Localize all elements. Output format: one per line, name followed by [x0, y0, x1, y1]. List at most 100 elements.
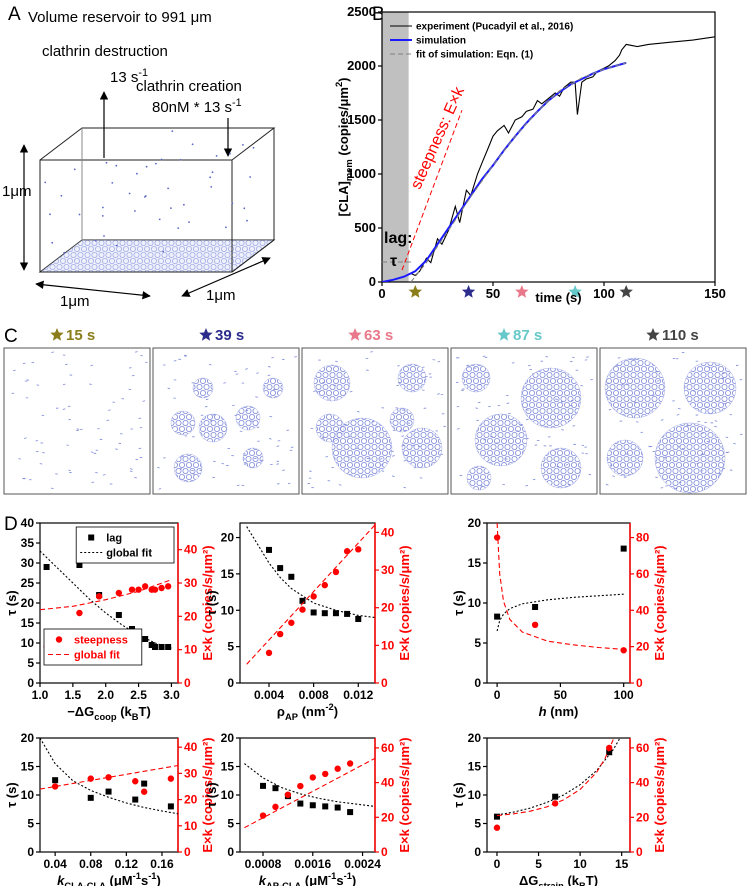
y-tick-label: 15	[468, 760, 482, 774]
data-point	[158, 584, 165, 592]
monomer	[586, 356, 589, 358]
label-part: B	[132, 712, 139, 722]
data-point	[531, 621, 539, 629]
label-part: (μM	[106, 873, 133, 886]
y2-tick-label: 40	[636, 603, 650, 617]
data-point	[297, 800, 304, 807]
data-point	[164, 583, 172, 590]
label-part: ρ	[277, 704, 285, 719]
monomer	[68, 418, 72, 421]
data-point	[51, 783, 59, 790]
x-tick-label: 100	[614, 688, 634, 702]
monomer	[167, 387, 171, 390]
chart: 0 5 10 15 0 5 10 15 20 0 20 40 60 ΔGstrain (kBT) τ (s)…	[451, 731, 667, 886]
monomer	[584, 446, 588, 448]
legend-label: lag	[106, 532, 122, 544]
panel-label: D	[4, 514, 18, 535]
x-tick-label: 0.008	[299, 688, 329, 702]
lattice-cluster	[235, 405, 261, 431]
lattice-cluster	[466, 465, 492, 491]
snapshot: 87 s	[450, 327, 598, 495]
legend-label: fit of simulation: Eqn. (1)	[416, 50, 533, 61]
y-tick-label: 5	[27, 656, 34, 670]
steepness-line	[401, 110, 463, 271]
monomer	[625, 383, 629, 385]
label-part: 80nM * 13 s	[152, 99, 232, 116]
data-point	[343, 548, 351, 555]
monomer	[370, 351, 373, 353]
monomer	[250, 420, 254, 422]
monomer	[401, 445, 405, 447]
molecule	[115, 164, 118, 167]
x-tick-label: 1.0	[32, 688, 49, 702]
monomer	[191, 473, 195, 475]
label-part: h	[539, 704, 547, 719]
y2-tick-label: 30	[184, 576, 198, 590]
time-star	[461, 285, 476, 298]
molecule	[167, 187, 170, 190]
lattice-cluster	[192, 377, 214, 399]
molecule	[155, 162, 157, 165]
label-part: (k	[564, 873, 580, 886]
y2-tick-label: 30	[184, 766, 198, 780]
creation-rate: 80nM * 13 s-1	[152, 97, 242, 116]
monomer	[403, 486, 407, 489]
molecule	[179, 158, 182, 161]
data-point	[128, 586, 136, 593]
y-axis-label: τ (s)	[4, 590, 19, 615]
data-point	[132, 778, 139, 785]
data-point	[346, 760, 354, 767]
y-tick-label: 15	[21, 760, 35, 774]
snapshot-star	[497, 328, 511, 341]
snapshot-time: 39 s	[215, 327, 244, 344]
monomer	[526, 409, 529, 411]
y-tick-label: 5	[227, 640, 234, 654]
x-axis-label: −ΔGcoop (kBT)	[67, 704, 151, 722]
y-tick-label: 5	[474, 817, 481, 831]
label-part: strain	[538, 881, 564, 886]
x-tick-label: 0.04	[43, 857, 67, 871]
chart: 0.0008 0.0016 0.0024051015200204060kAP-CLA…	[204, 731, 412, 886]
lattice-cluster	[654, 422, 726, 494]
y-tick-label: 500	[354, 220, 376, 235]
molecule	[249, 176, 252, 178]
label-part: s	[141, 873, 148, 886]
x-axis-label: time (s)	[535, 290, 581, 305]
y-tick-label: 0	[474, 845, 481, 859]
data-point	[260, 782, 267, 789]
y2-tick-label: 40	[381, 525, 395, 539]
data-point	[148, 642, 155, 648]
y-tick-label: 15	[221, 567, 235, 581]
data-point	[299, 606, 306, 613]
lattice-cluster	[397, 363, 427, 393]
monomer	[371, 420, 375, 423]
y-tick-label: 20	[468, 516, 482, 530]
molecule	[229, 152, 231, 155]
y2-tick-label: 20	[184, 609, 198, 623]
data-point	[52, 777, 59, 784]
molecule	[209, 176, 212, 179]
label-part: CLA-CLA	[64, 881, 106, 886]
data-point	[132, 796, 139, 803]
molecule	[145, 165, 148, 168]
molecule	[225, 226, 227, 229]
plot-frame	[381, 11, 716, 283]
monomer	[570, 399, 574, 402]
molecule	[102, 206, 104, 209]
label-part: (μM	[301, 873, 328, 886]
y2-tick-label: 20	[184, 793, 198, 807]
label-part: (nm	[298, 704, 325, 719]
lattice-cluster	[520, 367, 582, 429]
y2-tick-label: 40	[184, 543, 198, 557]
snapshot-frame	[3, 347, 151, 495]
monomer	[466, 364, 469, 367]
monomer	[676, 414, 680, 416]
y2-tick-label: 0	[636, 845, 643, 859]
y-tick-label: 2000	[347, 58, 376, 73]
series-line	[244, 763, 375, 807]
molecule	[144, 196, 146, 198]
molecule	[231, 202, 234, 205]
monomer	[268, 438, 272, 440]
monomer	[267, 374, 271, 377]
